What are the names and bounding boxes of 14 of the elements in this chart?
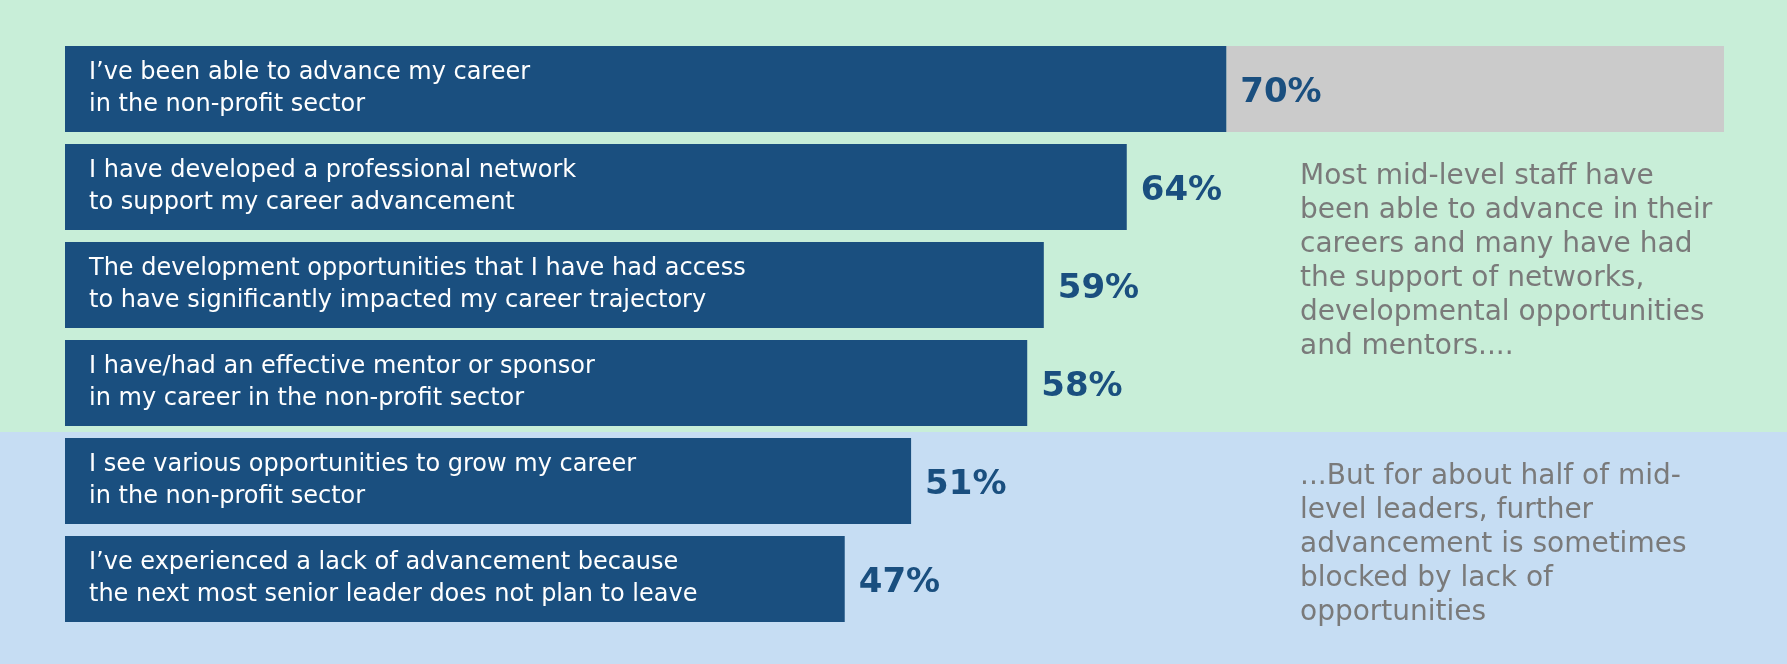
data-label: 51% <box>925 461 1007 502</box>
data-label: 64% <box>1140 167 1223 208</box>
y-tick-label: I’ve been able to advance my career in the non-profit sector <box>89 57 531 118</box>
data-label: 47% <box>858 559 941 600</box>
y-tick-label: I see various opportunities to grow my career in the non-profit sector <box>89 449 637 510</box>
data-label: 70% <box>1240 69 1322 110</box>
annotation: Most mid-level staff have been able to advance in their careers and many have had the support of networks, developmental opportunities and mentors.... <box>1300 158 1714 362</box>
y-tick-label: I have/had an effective mentor or sponsor in my career in the non-profit sector <box>89 351 595 412</box>
y-tick-label: The development opportunities that I have had access to have significantly impacted my career trajectory <box>88 253 746 314</box>
y-tick-label: I have developed a professional network to support my career advancement <box>89 155 577 216</box>
annotation: ...But for about half of mid-level leaders, further advancement is sometimes blocked by lack of opportunities <box>1300 458 1688 628</box>
data-label: 59% <box>1057 265 1140 306</box>
data-label: 58% <box>1041 363 1123 404</box>
y-tick-label: I’ve experienced a lack of advancement because the next most senior leader does not plan to leave <box>89 547 698 608</box>
